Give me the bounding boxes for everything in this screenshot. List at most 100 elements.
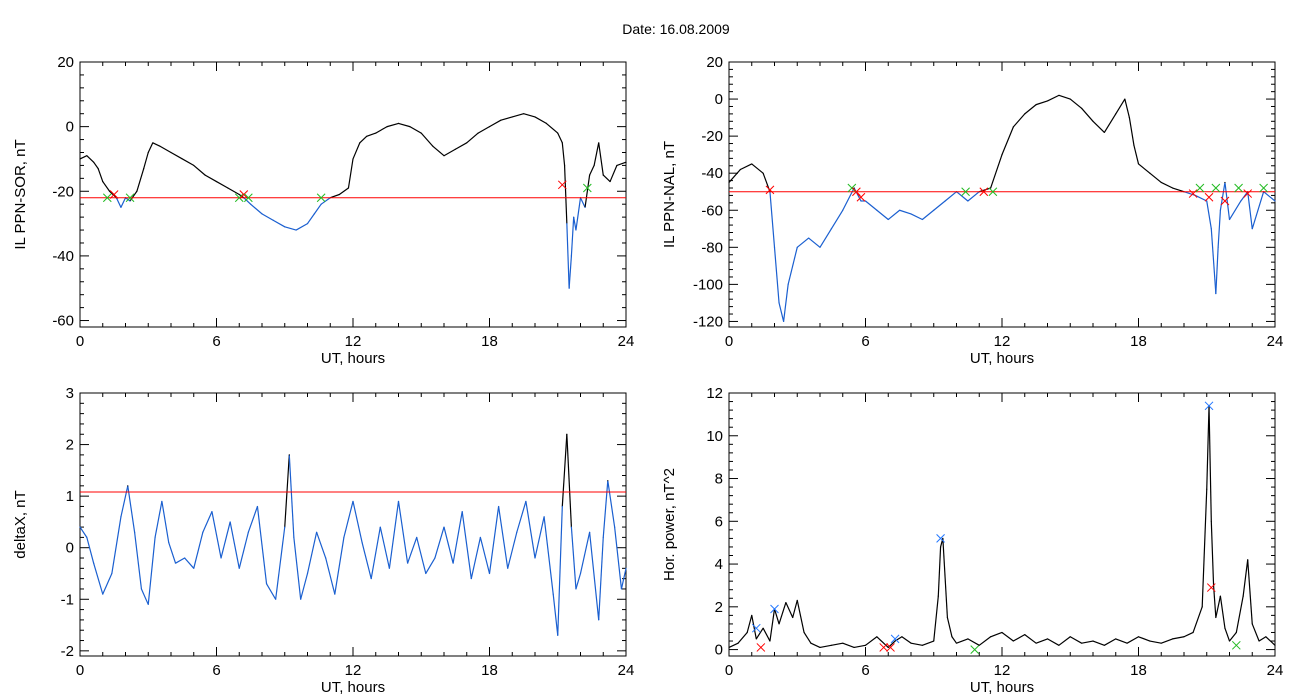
sor-data-point bbox=[500, 119, 502, 121]
sor-ytick-label: -60 bbox=[52, 313, 74, 330]
nal-data-point bbox=[1035, 104, 1037, 106]
power-marker-green bbox=[970, 645, 980, 654]
nal-data-point bbox=[876, 209, 878, 211]
power-data-point bbox=[751, 614, 753, 616]
deltax-data-point bbox=[352, 500, 354, 502]
power-data-point bbox=[937, 595, 939, 597]
deltax-xtick-label: 24 bbox=[618, 662, 635, 679]
power-trace-segment bbox=[1219, 596, 1226, 629]
nal-trace-segment bbox=[783, 284, 789, 322]
nal-trace-segment bbox=[1183, 191, 1196, 196]
nal-trace-segment bbox=[1012, 113, 1026, 128]
nal-trace-segment bbox=[899, 209, 912, 215]
nal-data-point bbox=[739, 168, 741, 171]
deltax-trace-segment bbox=[343, 501, 354, 538]
power-xtick-label: 12 bbox=[994, 662, 1011, 679]
power-trace-segment bbox=[746, 615, 753, 633]
power-trace-segment bbox=[1126, 636, 1139, 644]
nal-data-point bbox=[808, 237, 810, 239]
sor-trace-segment bbox=[347, 158, 354, 189]
nal-data-point bbox=[1228, 218, 1231, 221]
nal-trace-segment bbox=[1115, 98, 1126, 115]
power-trace-segment bbox=[1247, 559, 1253, 624]
power-trace-segment bbox=[728, 642, 739, 648]
deltax-data-point bbox=[79, 526, 81, 528]
power-data-point bbox=[1126, 642, 1128, 644]
power-data-point bbox=[769, 640, 771, 642]
panel-nal: IL PPN-NAL, nT UT, hours 0 6 12 18 24 20 0 -20 -… bbox=[661, 54, 1283, 367]
deltax-data-point bbox=[86, 536, 88, 538]
deltax-data-point bbox=[620, 588, 623, 590]
deltax-data-point bbox=[111, 572, 113, 575]
sor-trace-segment bbox=[563, 165, 568, 224]
sor-trace-segment bbox=[566, 223, 570, 289]
nal-trace-segment bbox=[956, 191, 969, 202]
power-trace-segment bbox=[876, 636, 889, 648]
sor-trace-segment bbox=[97, 168, 104, 182]
sor-trace-segment bbox=[616, 161, 627, 166]
deltax-trace-segment bbox=[543, 516, 554, 595]
sor-trace-segment bbox=[598, 142, 604, 176]
sor-data-point bbox=[170, 151, 172, 154]
sor-marker-red bbox=[109, 190, 119, 199]
nal-data-point bbox=[762, 172, 764, 174]
power-data-point bbox=[955, 642, 958, 644]
deltax-trace-segment bbox=[140, 588, 149, 605]
deltax-trace-segment bbox=[561, 434, 568, 507]
nal-data-point bbox=[787, 283, 789, 285]
sor-marker-green bbox=[234, 193, 244, 203]
nal-data-point bbox=[1024, 113, 1026, 115]
power-ytick-label: 12 bbox=[706, 385, 723, 402]
deltax-data-point bbox=[168, 541, 170, 544]
nal-ytick-label: -60 bbox=[701, 202, 723, 219]
power-marker-blue bbox=[936, 534, 945, 543]
deltax-data-point bbox=[202, 531, 204, 533]
deltax-data-point bbox=[193, 567, 195, 569]
panel-power: Hor. power, nT^2 UT, hours 0 6 12 18 2412108… bbox=[661, 385, 1283, 696]
deltax-data-point bbox=[566, 433, 568, 435]
sor-data-point bbox=[79, 158, 81, 160]
nal-data-point bbox=[1251, 228, 1253, 230]
deltax-data-point bbox=[293, 536, 295, 538]
power-trace-segment bbox=[910, 642, 923, 646]
power-trace-segment bbox=[1224, 628, 1231, 642]
nal-trace-segment bbox=[1124, 98, 1130, 118]
power-trace-segment bbox=[792, 600, 798, 618]
nal-trace-segment bbox=[1247, 191, 1253, 229]
power-trace-segment bbox=[922, 640, 934, 646]
deltax-data-point bbox=[229, 521, 231, 523]
deltax-trace-segment bbox=[120, 485, 129, 517]
deltax-data-point bbox=[507, 567, 509, 569]
nal-trace-segment bbox=[967, 191, 980, 202]
power-data-point bbox=[755, 638, 757, 640]
nal-data-point bbox=[899, 209, 901, 211]
power-trace-segment bbox=[1081, 640, 1094, 644]
power-data-point bbox=[803, 631, 805, 634]
deltax-trace-segment bbox=[479, 537, 491, 574]
nal-trace-segment bbox=[933, 200, 946, 211]
nal-data-point bbox=[796, 246, 798, 248]
sor-marker-green bbox=[102, 193, 112, 203]
nal-marker-green bbox=[961, 187, 970, 197]
deltax-trace-segment bbox=[407, 537, 418, 564]
nal-trace-segment bbox=[1092, 120, 1105, 133]
power-ytick-label: 6 bbox=[715, 513, 723, 530]
nal-trace-segment bbox=[1133, 145, 1140, 165]
power-trace-segment bbox=[990, 631, 1003, 638]
deltax-data-point bbox=[134, 531, 136, 533]
sor-xtick-label: 6 bbox=[212, 333, 220, 350]
deltax-trace-segment bbox=[602, 480, 609, 538]
power-trace-segment bbox=[1265, 636, 1276, 646]
power-data-point bbox=[942, 537, 944, 539]
deltax-trace-segment bbox=[607, 480, 616, 528]
power-marker-red bbox=[756, 643, 766, 652]
power-data-point bbox=[933, 640, 935, 642]
sor-data-point bbox=[93, 161, 95, 163]
sor-trace-segment bbox=[273, 219, 286, 228]
power-trace-segment bbox=[1115, 638, 1128, 644]
nal-trace-segment bbox=[1228, 200, 1242, 220]
nal-data-point bbox=[944, 200, 946, 202]
power-data-point bbox=[1001, 631, 1003, 634]
power-data-point bbox=[1201, 606, 1203, 608]
deltax-data-point bbox=[93, 562, 95, 564]
